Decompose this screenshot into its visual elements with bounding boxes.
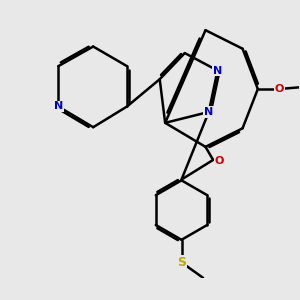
Text: N: N [54,101,63,112]
Text: O: O [275,84,284,94]
Text: N: N [213,65,222,76]
Text: O: O [214,156,224,166]
Text: N: N [204,107,213,117]
Text: S: S [177,256,186,269]
